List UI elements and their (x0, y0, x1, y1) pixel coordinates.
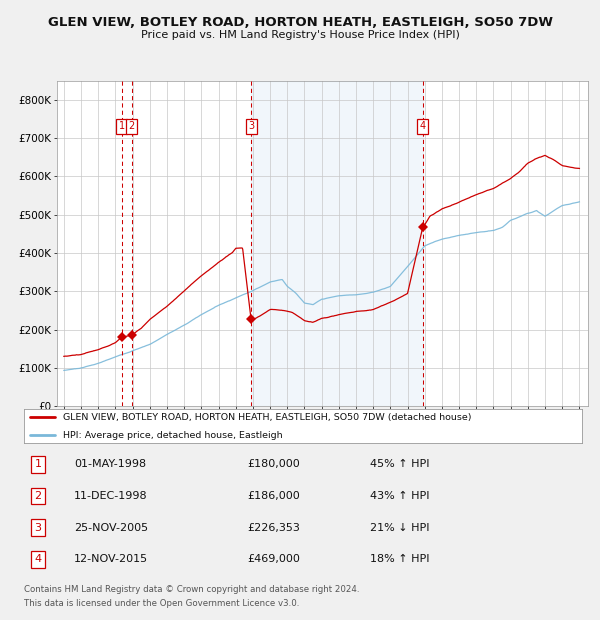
Text: Contains HM Land Registry data © Crown copyright and database right 2024.: Contains HM Land Registry data © Crown c… (24, 585, 359, 595)
Text: 43% ↑ HPI: 43% ↑ HPI (370, 491, 430, 501)
Text: 3: 3 (248, 121, 254, 131)
Text: This data is licensed under the Open Government Licence v3.0.: This data is licensed under the Open Gov… (24, 599, 299, 608)
Text: GLEN VIEW, BOTLEY ROAD, HORTON HEATH, EASTLEIGH, SO50 7DW: GLEN VIEW, BOTLEY ROAD, HORTON HEATH, EA… (47, 16, 553, 29)
Text: 4: 4 (34, 554, 41, 564)
Text: 1: 1 (119, 121, 125, 131)
Text: 1: 1 (34, 459, 41, 469)
Text: £469,000: £469,000 (247, 554, 300, 564)
Text: 2: 2 (34, 491, 41, 501)
Text: 3: 3 (34, 523, 41, 533)
Text: Price paid vs. HM Land Registry's House Price Index (HPI): Price paid vs. HM Land Registry's House … (140, 30, 460, 40)
Text: 45% ↑ HPI: 45% ↑ HPI (370, 459, 430, 469)
Text: HPI: Average price, detached house, Eastleigh: HPI: Average price, detached house, East… (63, 431, 283, 440)
Text: 4: 4 (419, 121, 425, 131)
Text: £186,000: £186,000 (247, 491, 300, 501)
Text: 2: 2 (128, 121, 135, 131)
Text: 11-DEC-1998: 11-DEC-1998 (74, 491, 148, 501)
Bar (251, 81, 422, 406)
Text: £226,353: £226,353 (247, 523, 300, 533)
Text: 01-MAY-1998: 01-MAY-1998 (74, 459, 146, 469)
Text: £180,000: £180,000 (247, 459, 300, 469)
Text: 12-NOV-2015: 12-NOV-2015 (74, 554, 148, 564)
Text: 25-NOV-2005: 25-NOV-2005 (74, 523, 148, 533)
Text: 21% ↓ HPI: 21% ↓ HPI (370, 523, 430, 533)
Text: 18% ↑ HPI: 18% ↑ HPI (370, 554, 430, 564)
Text: GLEN VIEW, BOTLEY ROAD, HORTON HEATH, EASTLEIGH, SO50 7DW (detached house): GLEN VIEW, BOTLEY ROAD, HORTON HEATH, EA… (63, 413, 472, 422)
